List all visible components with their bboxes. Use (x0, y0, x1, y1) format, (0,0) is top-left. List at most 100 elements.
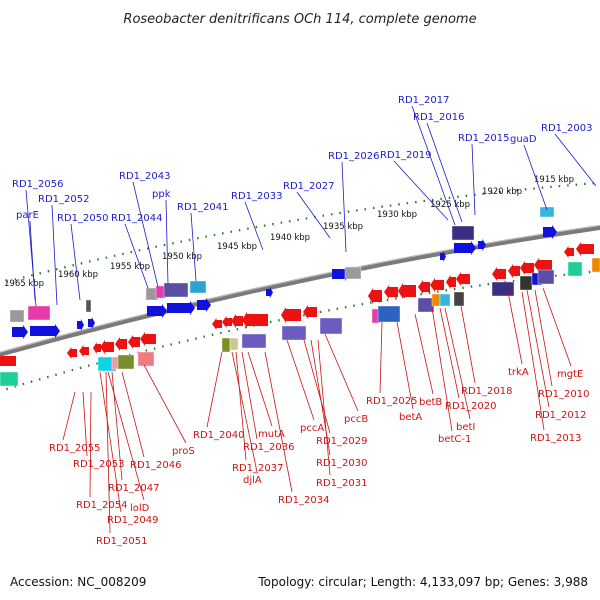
gene-label-guad[interactable]: guaD (510, 134, 537, 145)
forward-gene-arrow-4 (147, 304, 167, 318)
leader-line-rd1-2049 (99, 371, 122, 513)
leader-line-rd1-2020 (439, 307, 460, 399)
leader-line-pare (29, 220, 36, 301)
gene-label-rd1-2019[interactable]: RD1_2019 (380, 150, 431, 161)
leader-line-muta (247, 351, 273, 427)
reverse-gene-arrow-40 (418, 280, 430, 294)
reverse-gene-arrow-43 (456, 272, 470, 286)
leader-line-rd1-2013 (521, 291, 545, 431)
gene-label-pcca[interactable]: pccA (300, 423, 324, 434)
leader-line-lold (107, 371, 145, 501)
gene-label-trka[interactable]: trkA (508, 367, 529, 378)
gene-label-muta[interactable]: mutA (258, 429, 285, 440)
reverse-gene-arrow-34 (242, 312, 268, 328)
gene-label-rd1-2025[interactable]: RD1_2025 (366, 396, 417, 407)
gene-label-rd1-2047[interactable]: RD1_2047 (108, 483, 159, 494)
kbp-label-1920-kbp: 1920 kbp (482, 187, 522, 197)
reverse-gene-arrow-44 (492, 267, 506, 281)
gene-label-rd1-2031[interactable]: RD1_2031 (316, 478, 367, 489)
gene-block-22 (539, 206, 555, 218)
leader-line-rd1-2015 (471, 143, 476, 216)
gene-block-56 (229, 337, 239, 351)
gene-label-beta[interactable]: betA (399, 412, 422, 423)
gene-label-rd1-2033[interactable]: RD1_2033 (231, 191, 282, 202)
reverse-gene-arrow-45 (508, 264, 520, 278)
kbp-label-1940-kbp: 1940 kbp (270, 233, 310, 243)
gene-label-rd1-2052[interactable]: RD1_2052 (38, 194, 89, 205)
gene-label-rd1-2029[interactable]: RD1_2029 (316, 436, 367, 447)
reverse-gene-arrow-32 (222, 316, 232, 328)
gene-block-53 (117, 354, 135, 370)
gene-label-beti[interactable]: betI (456, 422, 475, 433)
gene-label-rd1-2020[interactable]: RD1_2020 (445, 401, 496, 412)
leader-line-rd1-2016 (426, 122, 463, 223)
gene-label-rd1-2041[interactable]: RD1_2041 (177, 202, 228, 213)
leader-line-rd1-2052 (51, 204, 58, 306)
leader-line-rd1-2010 (534, 289, 553, 387)
gene-label-rd1-2027[interactable]: RD1_2027 (283, 181, 334, 192)
gene-label-ppk[interactable]: ppk (152, 189, 171, 200)
gene-block-71 (591, 257, 600, 273)
gene-label-rd1-2043[interactable]: RD1_2043 (119, 171, 170, 182)
gene-block-70 (567, 261, 583, 277)
gene-block-58 (281, 325, 307, 341)
leader-line-rd1-2043 (132, 181, 159, 288)
gene-label-lold[interactable]: lolD (130, 503, 150, 514)
gene-block-66 (491, 281, 515, 297)
gene-label-rd1-2010[interactable]: RD1_2010 (538, 389, 589, 400)
gene-label-rd1-2053[interactable]: RD1_2053 (73, 459, 124, 470)
gene-label-rd1-2054[interactable]: RD1_2054 (76, 500, 127, 511)
gene-block-18 (163, 282, 189, 298)
gene-label-pros[interactable]: proS (172, 446, 195, 457)
gene-label-rd1-2040[interactable]: RD1_2040 (193, 430, 244, 441)
reverse-gene-arrow-29 (128, 335, 140, 349)
gene-label-pccb[interactable]: pccB (344, 414, 368, 425)
gene-label-rd1-2050[interactable]: RD1_2050 (57, 213, 108, 224)
gene-block-64 (439, 293, 451, 307)
gene-label-betb[interactable]: betB (419, 397, 442, 408)
gene-label-rd1-2044[interactable]: RD1_2044 (111, 213, 162, 224)
gene-block-19 (189, 280, 207, 294)
reverse-gene-arrow-46 (520, 261, 534, 275)
gene-label-rd1-2036[interactable]: RD1_2036 (243, 442, 294, 453)
gene-block-20 (344, 266, 362, 280)
gene-label-rd1-2055[interactable]: RD1_2055 (49, 443, 100, 454)
gene-block-15 (85, 299, 92, 313)
forward-gene-arrow-6 (197, 298, 211, 312)
reverse-gene-arrow-49 (576, 242, 594, 256)
gene-block-14 (27, 305, 51, 321)
gene-label-rd1-2051[interactable]: RD1_2051 (96, 536, 147, 547)
gene-label-rd1-2017[interactable]: RD1_2017 (398, 95, 449, 106)
gene-label-djla[interactable]: djlA (243, 475, 262, 486)
forward-gene-arrow-2 (77, 319, 84, 331)
forward-gene-arrow-0 (12, 325, 28, 339)
gene-label-rd1-2034[interactable]: RD1_2034 (278, 495, 329, 506)
gene-label-rd1-2056[interactable]: RD1_2056 (12, 179, 63, 190)
gene-label-rd1-2049[interactable]: RD1_2049 (107, 515, 158, 526)
gene-label-rd1-2018[interactable]: RD1_2018 (461, 386, 512, 397)
gene-label-rd1-2037[interactable]: RD1_2037 (232, 463, 283, 474)
leader-line-rd1-2044 (124, 223, 149, 289)
reverse-gene-arrow-38 (384, 285, 398, 299)
gene-label-rd1-2003[interactable]: RD1_2003 (541, 123, 592, 134)
gene-label-rd1-2013[interactable]: RD1_2013 (530, 433, 581, 444)
gene-block-63 (431, 293, 441, 307)
gene-label-pare[interactable]: parE (16, 210, 39, 221)
gene-label-rd1-2046[interactable]: RD1_2046 (130, 460, 181, 471)
leader-line-ppk (165, 199, 169, 285)
leader-line-rd1-2055 (62, 391, 76, 441)
kbp-label-1965-kbp: 1965 kbp (4, 279, 44, 289)
gene-label-rd1-2015[interactable]: RD1_2015 (458, 133, 509, 144)
leader-line-rd1-2019 (393, 160, 449, 221)
gene-label-rd1-2026[interactable]: RD1_2026 (328, 151, 379, 162)
reverse-gene-arrow-23 (0, 356, 16, 366)
gene-label-rd1-2016[interactable]: RD1_2016 (413, 112, 464, 123)
gene-label-mgte[interactable]: mgtE (557, 369, 583, 380)
reverse-gene-arrow-30 (140, 332, 156, 346)
gene-label-rd1-2030[interactable]: RD1_2030 (316, 458, 367, 469)
forward-gene-arrow-7 (266, 287, 273, 298)
leader-line-rd1-2025 (379, 321, 383, 394)
gene-label-rd1-2012[interactable]: RD1_2012 (535, 410, 586, 421)
gene-label-betc-1[interactable]: betC-1 (438, 434, 471, 445)
